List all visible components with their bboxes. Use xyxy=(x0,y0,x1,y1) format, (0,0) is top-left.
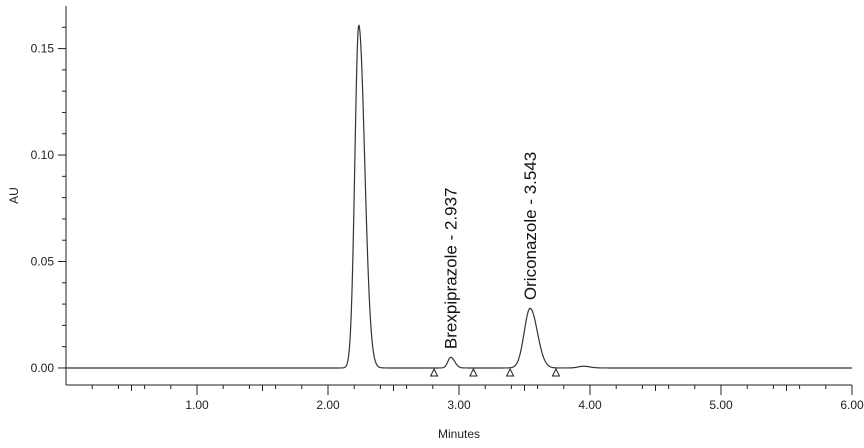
x-axis-label: Minutes xyxy=(438,427,480,441)
y-tick-label: 0.15 xyxy=(31,42,55,56)
x-tick-label: 5.00 xyxy=(709,398,733,412)
integration-marker-triangle xyxy=(429,367,439,377)
peak-label: Oriconazole - 3.543 xyxy=(521,152,540,300)
peak-annotations: Brexpiprazole - 2.937 Oriconazole - 3.543 xyxy=(442,152,540,349)
integration-markers xyxy=(429,367,561,377)
peak-label: Brexpiprazole - 2.937 xyxy=(442,187,461,349)
tick-marks xyxy=(58,26,853,395)
x-tick-label: 1.00 xyxy=(185,398,209,412)
integration-marker-triangle xyxy=(551,367,561,377)
chromatogram-trace xyxy=(66,24,852,369)
y-tick-label: 0.00 xyxy=(31,361,55,375)
x-tick-label: 4.00 xyxy=(578,398,602,412)
y-tick-label: 0.05 xyxy=(31,255,55,269)
x-tick-label: 6.00 xyxy=(840,398,864,412)
x-tick-label: 3.00 xyxy=(447,398,471,412)
x-tick-label: 2.00 xyxy=(316,398,340,412)
y-tick-label: 0.10 xyxy=(31,148,55,162)
integration-marker-triangle xyxy=(505,367,515,377)
tick-labels: 1.00 2.00 3.00 4.00 5.00 6.00 0.00 0.05 0.10 0.15 xyxy=(31,42,864,412)
y-axis-label: AU xyxy=(7,187,21,204)
integration-marker-triangle xyxy=(469,367,478,377)
